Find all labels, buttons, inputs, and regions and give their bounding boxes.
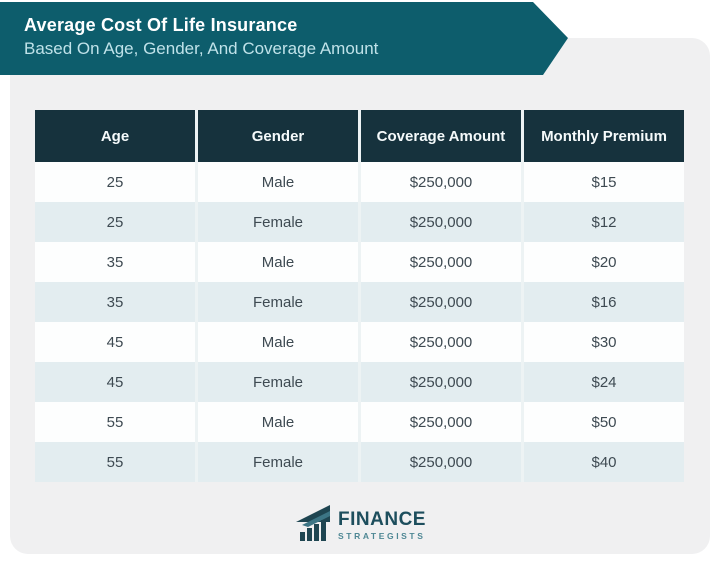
column-header-coverage-amount: Coverage Amount [361,110,521,162]
table-cell: Male [198,402,358,442]
table-cell: Male [198,162,358,202]
table-cell: Female [198,442,358,482]
table-row: 25 Female $250,000 $12 [35,202,684,242]
table-cell: $50 [524,402,684,442]
column-header-monthly-premium: Monthly Premium [524,110,684,162]
table-cell: 55 [35,442,195,482]
title-banner: Average Cost Of Life Insurance Based On … [0,2,568,75]
table-row: 45 Male $250,000 $30 [35,322,684,362]
table-cell: Female [198,362,358,402]
table-body: 25 Male $250,000 $15 25 Female $250,000 $12 35 Ma… [35,162,684,482]
table-cell: 45 [35,322,195,362]
table-cell: $250,000 [361,282,521,322]
table-cell: 35 [35,242,195,282]
table-cell: 25 [35,202,195,242]
table-cell: 35 [35,282,195,322]
table-cell: $20 [524,242,684,282]
table-cell: Male [198,242,358,282]
table-header-row: Age Gender Coverage Amount Monthly Premi… [35,110,684,162]
table-cell: $250,000 [361,162,521,202]
page-subtitle: Based On Age, Gender, And Coverage Amoun… [24,39,379,59]
table-cell: $12 [524,202,684,242]
column-header-gender: Gender [198,110,358,162]
finance-strategists-logo: FINANCE STRATEGISTS [294,504,426,547]
table-row: 35 Male $250,000 $20 [35,242,684,282]
table-cell: Female [198,202,358,242]
column-header-age: Age [35,110,195,162]
table-cell: $250,000 [361,362,521,402]
table-cell: 25 [35,162,195,202]
table-cell: $24 [524,362,684,402]
table-cell: $30 [524,322,684,362]
table-cell: $250,000 [361,402,521,442]
table-cell: $16 [524,282,684,322]
insurance-cost-table: Age Gender Coverage Amount Monthly Premi… [35,110,684,482]
footer: FINANCE STRATEGISTS [0,504,720,547]
table-row: 25 Male $250,000 $15 [35,162,684,202]
table-cell: $250,000 [361,202,521,242]
table-row: 45 Female $250,000 $24 [35,362,684,402]
page-title: Average Cost Of Life Insurance [24,15,298,35]
bar-chart-flag-icon [294,504,332,547]
table-row: 35 Female $250,000 $16 [35,282,684,322]
table-cell: 55 [35,402,195,442]
logo-wordmark: FINANCE STRATEGISTS [338,510,426,541]
table-cell: $250,000 [361,322,521,362]
table-row: 55 Female $250,000 $40 [35,442,684,482]
table-cell: Male [198,322,358,362]
table-row: 55 Male $250,000 $50 [35,402,684,442]
table-cell: Female [198,282,358,322]
brand-name: FINANCE [338,509,426,531]
table-cell: $250,000 [361,242,521,282]
table-cell: 45 [35,362,195,402]
table-cell: $15 [524,162,684,202]
table-cell: $250,000 [361,442,521,482]
table-cell: $40 [524,442,684,482]
brand-tagline: STRATEGISTS [338,531,426,542]
